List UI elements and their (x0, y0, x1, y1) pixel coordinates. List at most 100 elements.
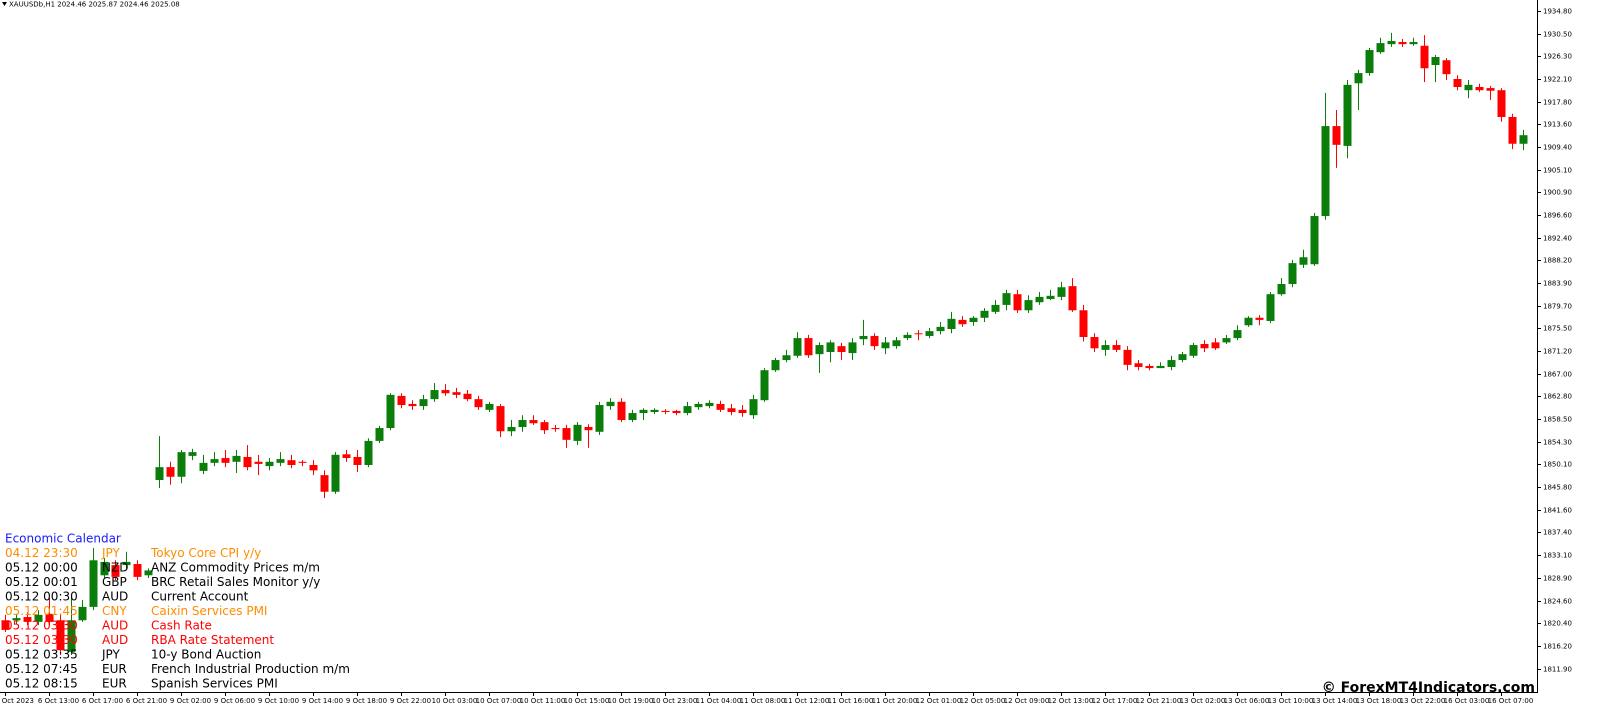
candle-body (837, 346, 846, 353)
x-tick-label: 12 Oct 13:00 (1048, 697, 1094, 705)
candle-body (474, 399, 483, 408)
x-tick-label: 12 Oct 05:00 (960, 697, 1006, 705)
candle-body (705, 402, 714, 407)
candle-body (1024, 300, 1033, 311)
candle-body (1519, 135, 1528, 144)
candle-body (463, 393, 472, 400)
candle-body (1, 620, 10, 630)
x-tick-label: 6 Oct 17:00 (82, 697, 123, 705)
candle-body (738, 409, 747, 414)
candle-body (782, 355, 791, 361)
x-tick-label: 10 Oct 23:00 (652, 697, 698, 705)
y-tick-label: 1820.40 (1543, 620, 1572, 628)
candle-body (342, 454, 351, 459)
candle-body (771, 360, 780, 371)
event-name: Tokyo Core CPI y/y (150, 546, 261, 560)
y-tick-label: 1900.90 (1543, 189, 1572, 197)
y-tick-label: 1913.60 (1543, 121, 1572, 129)
candle-body (78, 606, 87, 621)
candle-body (1343, 84, 1352, 146)
menu-arrow[interactable] (2, 2, 7, 6)
candle-body (122, 561, 131, 566)
event-name: Caixin Services PMI (151, 604, 267, 618)
candle-body (408, 403, 417, 407)
x-tick-label: 9 Oct 22:00 (390, 697, 431, 705)
event-name: ANZ Commodity Prices m/m (151, 561, 320, 575)
candle-body (1123, 349, 1132, 365)
candle-body (1211, 342, 1220, 349)
candle-body (1079, 310, 1088, 338)
candle-body (606, 401, 615, 407)
y-tick-label: 1845.80 (1543, 484, 1572, 492)
candle-body (793, 338, 802, 356)
event-name: Cash Rate (151, 619, 212, 633)
event-currency: AUD (102, 619, 128, 633)
x-tick-label: 9 Oct 06:00 (214, 697, 255, 705)
candle-body (430, 390, 439, 400)
candle-body (298, 461, 307, 463)
candle-body (89, 560, 98, 607)
calendar-title: Economic Calendar (5, 532, 121, 546)
candle-body (276, 459, 285, 463)
candle-body (1057, 287, 1066, 297)
candle-body (683, 406, 692, 414)
candle-body (1420, 45, 1429, 69)
candle-body (1145, 365, 1154, 369)
y-tick-label: 1824.60 (1543, 598, 1572, 606)
x-tick-label: 13 Oct 22:00 (1400, 697, 1446, 705)
candle-body (1222, 338, 1231, 343)
candle-body (1068, 286, 1077, 311)
x-tick-label: 12 Oct 17:00 (1092, 697, 1138, 705)
candle-body (551, 428, 560, 430)
y-tick-label: 1833.10 (1543, 552, 1572, 560)
x-tick-label: 13 Oct 06:00 (1224, 697, 1270, 705)
event-name: Spanish Services PMI (151, 677, 278, 691)
event-currency: JPY (101, 648, 121, 662)
x-tick-label: 11 Oct 04:00 (696, 697, 742, 705)
event-time: 04.12 23:30 (5, 546, 78, 560)
candle-body (892, 340, 901, 347)
candle-body (1442, 60, 1451, 75)
candle-body (1453, 78, 1462, 88)
event-time: 05.12 07:45 (5, 662, 78, 676)
candle-body (353, 456, 362, 465)
candle-body (397, 395, 406, 406)
y-tick-label: 1909.40 (1543, 144, 1572, 152)
candle-body (661, 410, 670, 412)
candle-body (232, 455, 241, 462)
candle-body (694, 403, 703, 408)
candle-body (1387, 40, 1396, 45)
x-tick-label: 16 Oct 03:00 (1444, 697, 1490, 705)
candle-body (188, 452, 197, 456)
y-tick-label: 1828.90 (1543, 575, 1572, 583)
x-tick-label: 6 Oct 13:00 (38, 697, 79, 705)
candle-body (100, 561, 109, 576)
event-time: 05.12 00:30 (5, 590, 78, 604)
event-currency: JPY (101, 546, 121, 560)
y-tick-label: 1879.70 (1543, 303, 1572, 311)
candle-body (199, 462, 208, 471)
x-tick-label: 10 Oct 07:00 (476, 697, 522, 705)
candle-body (958, 319, 967, 325)
candle-body (1398, 42, 1407, 45)
x-tick-label: 13 Oct 02:00 (1180, 697, 1226, 705)
candle-body (1255, 317, 1264, 320)
candle-body (1244, 317, 1253, 326)
candle-body (1178, 354, 1187, 361)
candle-body (309, 464, 318, 471)
candle-body (23, 617, 32, 622)
candle-body (617, 401, 626, 421)
x-tick-label: 11 Oct 20:00 (872, 697, 918, 705)
x-tick-label: 9 Oct 02:00 (170, 697, 211, 705)
candle-body (1299, 257, 1308, 265)
candle-body (870, 335, 879, 347)
x-tick-label: 13 Oct 14:00 (1312, 697, 1358, 705)
x-tick-label: 13 Oct 18:00 (1356, 697, 1402, 705)
y-tick-label: 1875.50 (1543, 325, 1572, 333)
candle-body (1101, 345, 1110, 350)
candle-body (804, 338, 813, 356)
candle-body (1321, 126, 1330, 217)
event-currency: CNY (102, 604, 127, 618)
